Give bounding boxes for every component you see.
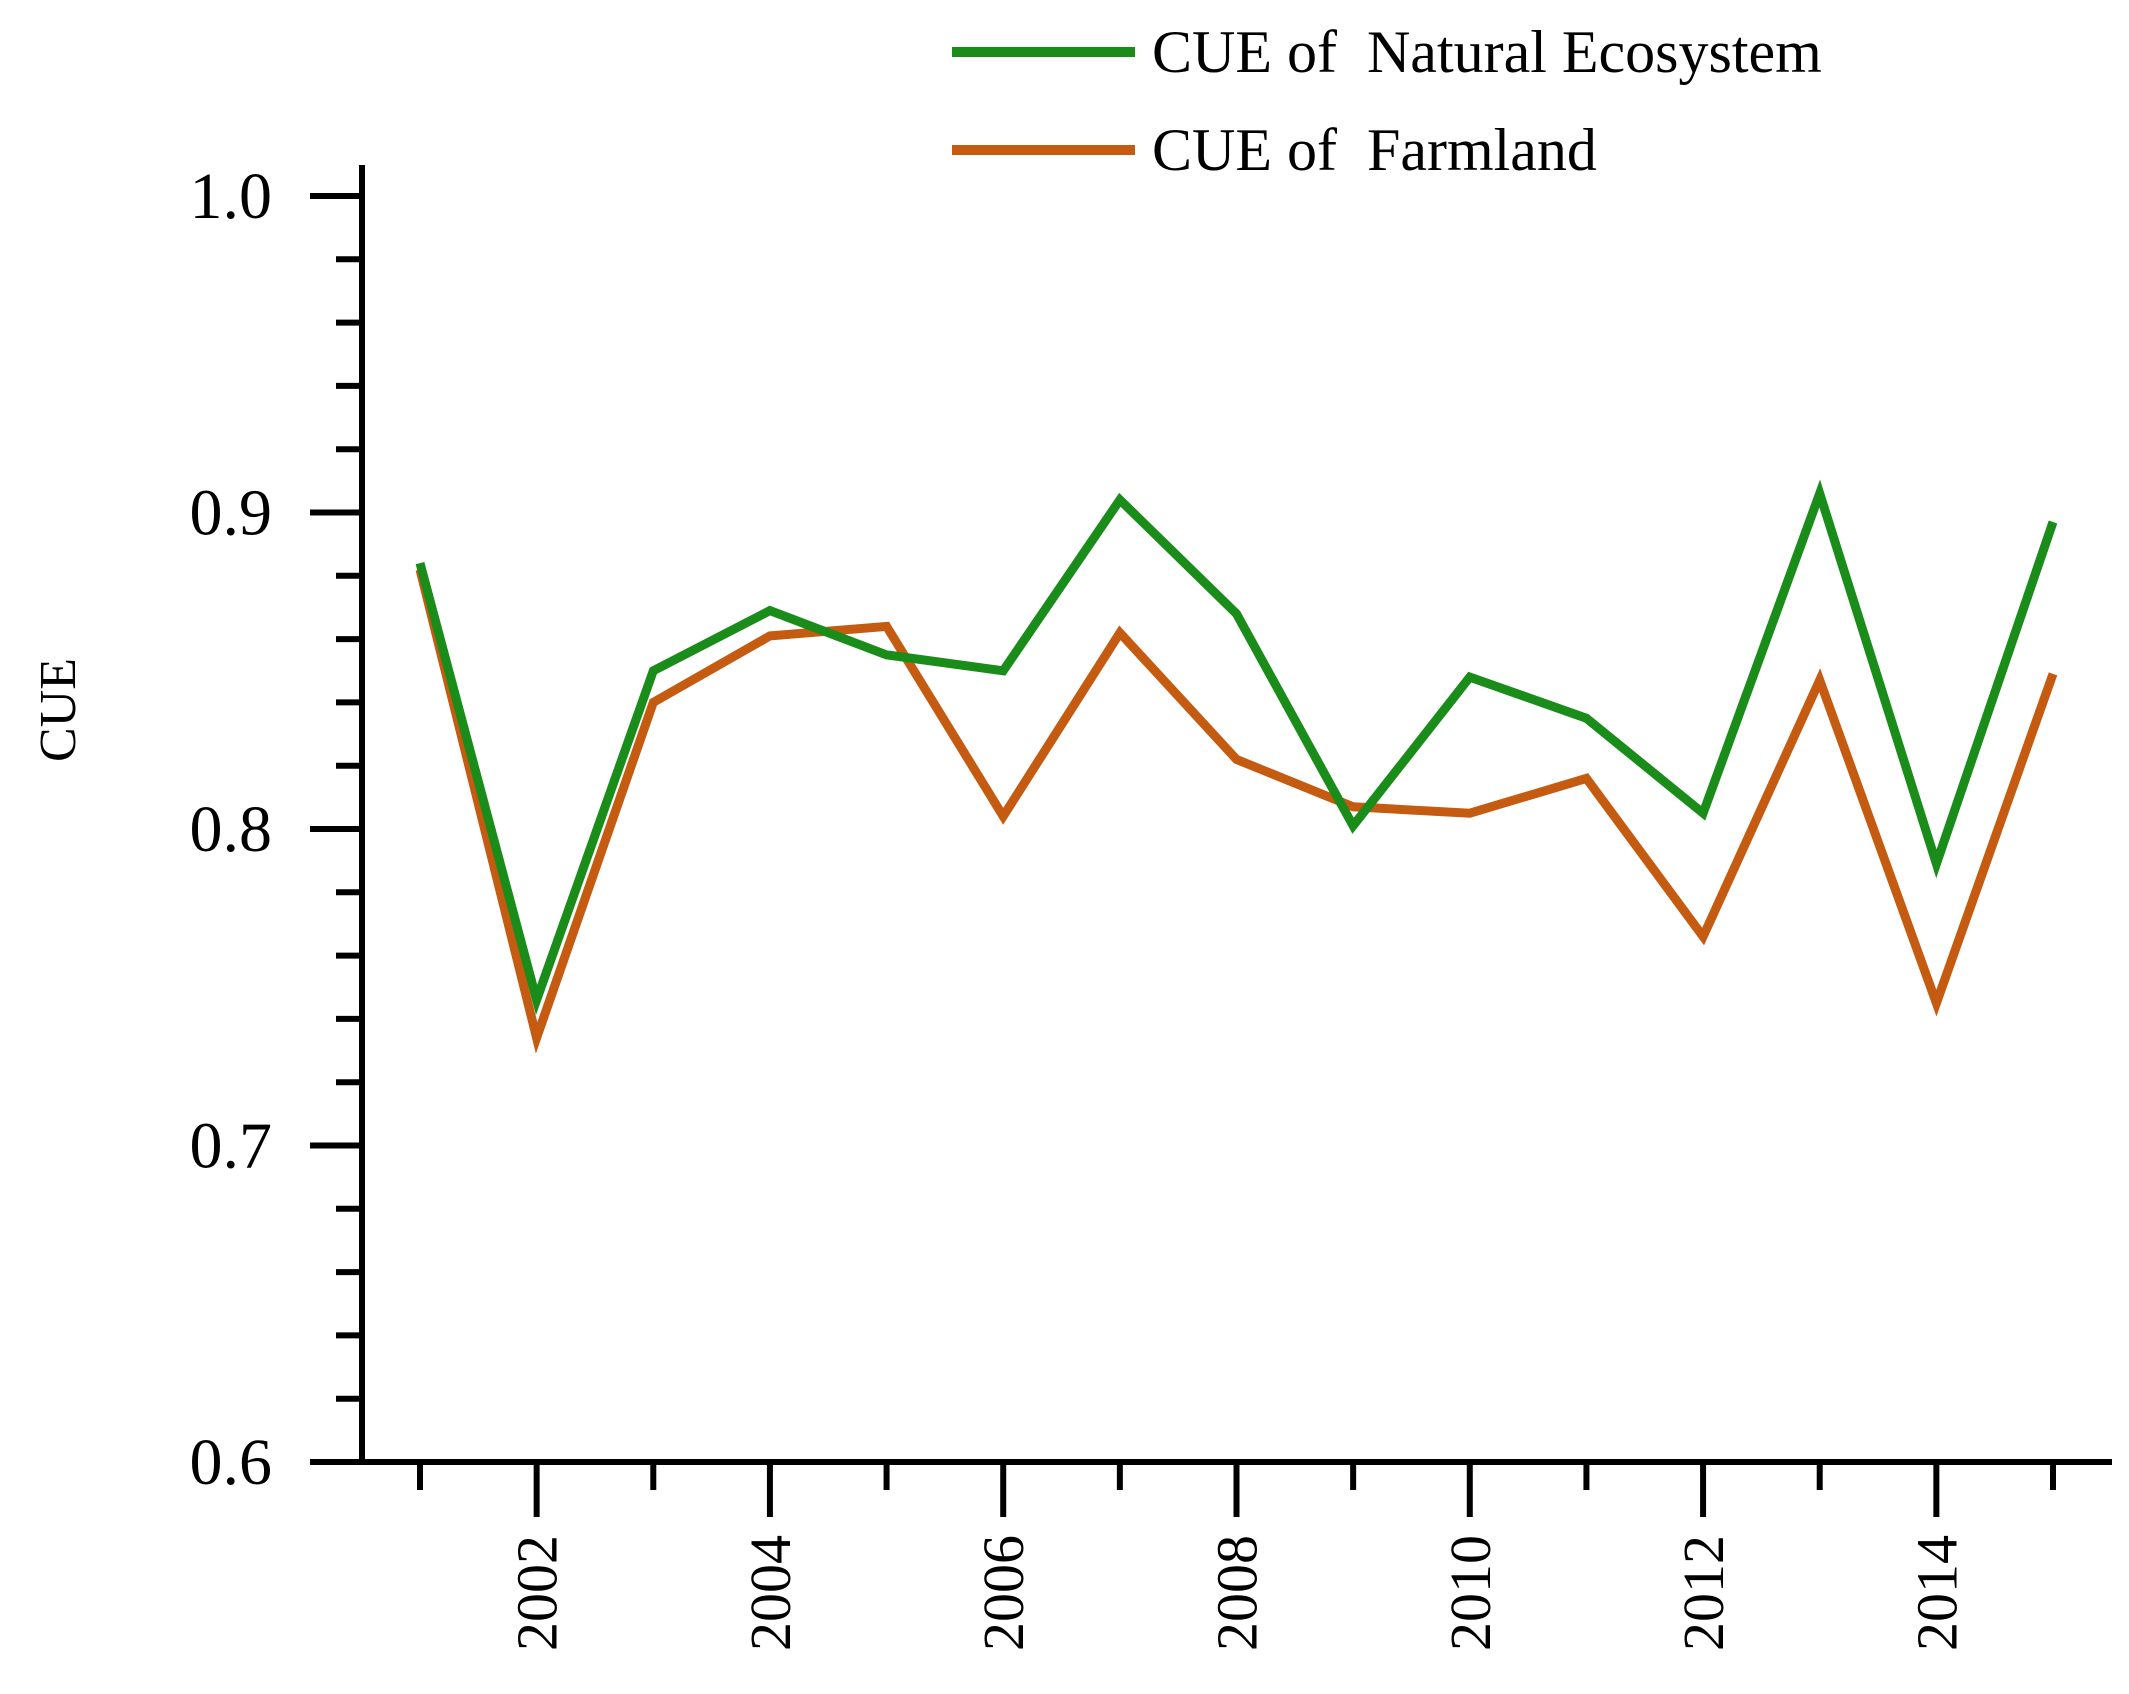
- y-tick-label: 0.8: [190, 793, 273, 866]
- series-lines: [415, 479, 2058, 1054]
- axes: [310, 165, 2112, 1465]
- x-tick-label: 2010: [1438, 1535, 1503, 1651]
- y-axis-title: CUE: [30, 658, 87, 762]
- x-tick-label: 2004: [738, 1535, 803, 1651]
- y-tick-label: 0.9: [190, 477, 273, 550]
- legend[interactable]: CUE of Natural Ecosystem CUE of Farmland: [952, 19, 1822, 183]
- y-ticks: 0.6 0.7 0.8 0.9 1.0: [190, 160, 362, 1499]
- series-line-natural-ecosystem: [415, 479, 2058, 1016]
- x-tick-label: 2002: [505, 1535, 570, 1651]
- x-tick-label: 2006: [971, 1535, 1036, 1651]
- y-tick-label: 0.6: [190, 1426, 273, 1499]
- legend-label-farmland: CUE of Farmland: [1152, 117, 1597, 183]
- x-ticks: 2002 2004 2006 2008 2010 2012 2014: [417, 1462, 2056, 1651]
- x-tick-label: 2008: [1205, 1535, 1270, 1651]
- x-tick-label: 2012: [1671, 1535, 1736, 1651]
- x-tick-label: 2014: [1904, 1535, 1969, 1651]
- series-line-farmland: [415, 568, 2058, 1054]
- legend-label-natural-ecosystem: CUE of Natural Ecosystem: [1152, 19, 1822, 85]
- y-tick-label: 1.0: [190, 160, 273, 233]
- y-tick-label: 0.7: [190, 1110, 273, 1183]
